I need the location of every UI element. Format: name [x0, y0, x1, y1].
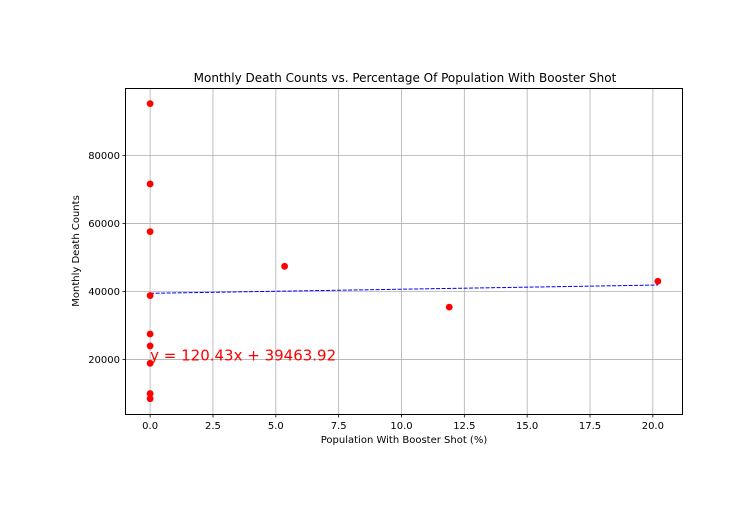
x-tick-label: 12.5	[453, 421, 475, 432]
data-point	[146, 330, 154, 338]
y-tick-label: 80000	[88, 151, 120, 162]
data-point	[146, 390, 154, 397]
x-axis-ticks: 0.0 2.5 5.0 7.5 10.0 12.5 15.0 17.5 20.0	[142, 414, 664, 432]
data-point	[654, 277, 662, 285]
axes-frame	[125, 88, 683, 415]
y-tick-label: 20000	[88, 355, 120, 366]
data-point	[146, 292, 154, 299]
data-point	[281, 262, 289, 270]
data-points	[146, 100, 662, 403]
data-point	[146, 100, 154, 108]
x-axis-label: Population With Booster Shot (%)	[321, 435, 488, 446]
data-point	[146, 342, 154, 350]
x-tick-label: 0.0	[142, 421, 158, 432]
y-axis-label: Monthly Death Counts	[71, 195, 82, 307]
y-axis-ticks: 20000 40000 60000 80000	[88, 151, 126, 366]
x-tick-label: 5.0	[268, 421, 284, 432]
x-tick-label: 2.5	[205, 421, 221, 432]
y-tick-label: 60000	[88, 219, 120, 230]
regression-equation-label: y = 120.43x + 39463.92	[150, 347, 336, 365]
x-tick-label: 10.0	[390, 421, 412, 432]
x-tick-label: 7.5	[331, 421, 347, 432]
regression-line-group	[150, 284, 658, 294]
data-point	[146, 395, 154, 403]
data-point	[146, 359, 154, 367]
grid-lines	[126, 89, 682, 414]
x-tick-label: 15.0	[516, 421, 538, 432]
y-tick-label: 40000	[88, 287, 120, 298]
chart-title: Monthly Death Counts vs. Percentage Of P…	[194, 71, 617, 85]
regression-line	[150, 284, 658, 294]
x-tick-label: 17.5	[579, 421, 601, 432]
data-point	[146, 228, 154, 235]
data-point	[146, 180, 154, 188]
data-point	[445, 303, 453, 311]
x-tick-label: 20.0	[642, 421, 664, 432]
